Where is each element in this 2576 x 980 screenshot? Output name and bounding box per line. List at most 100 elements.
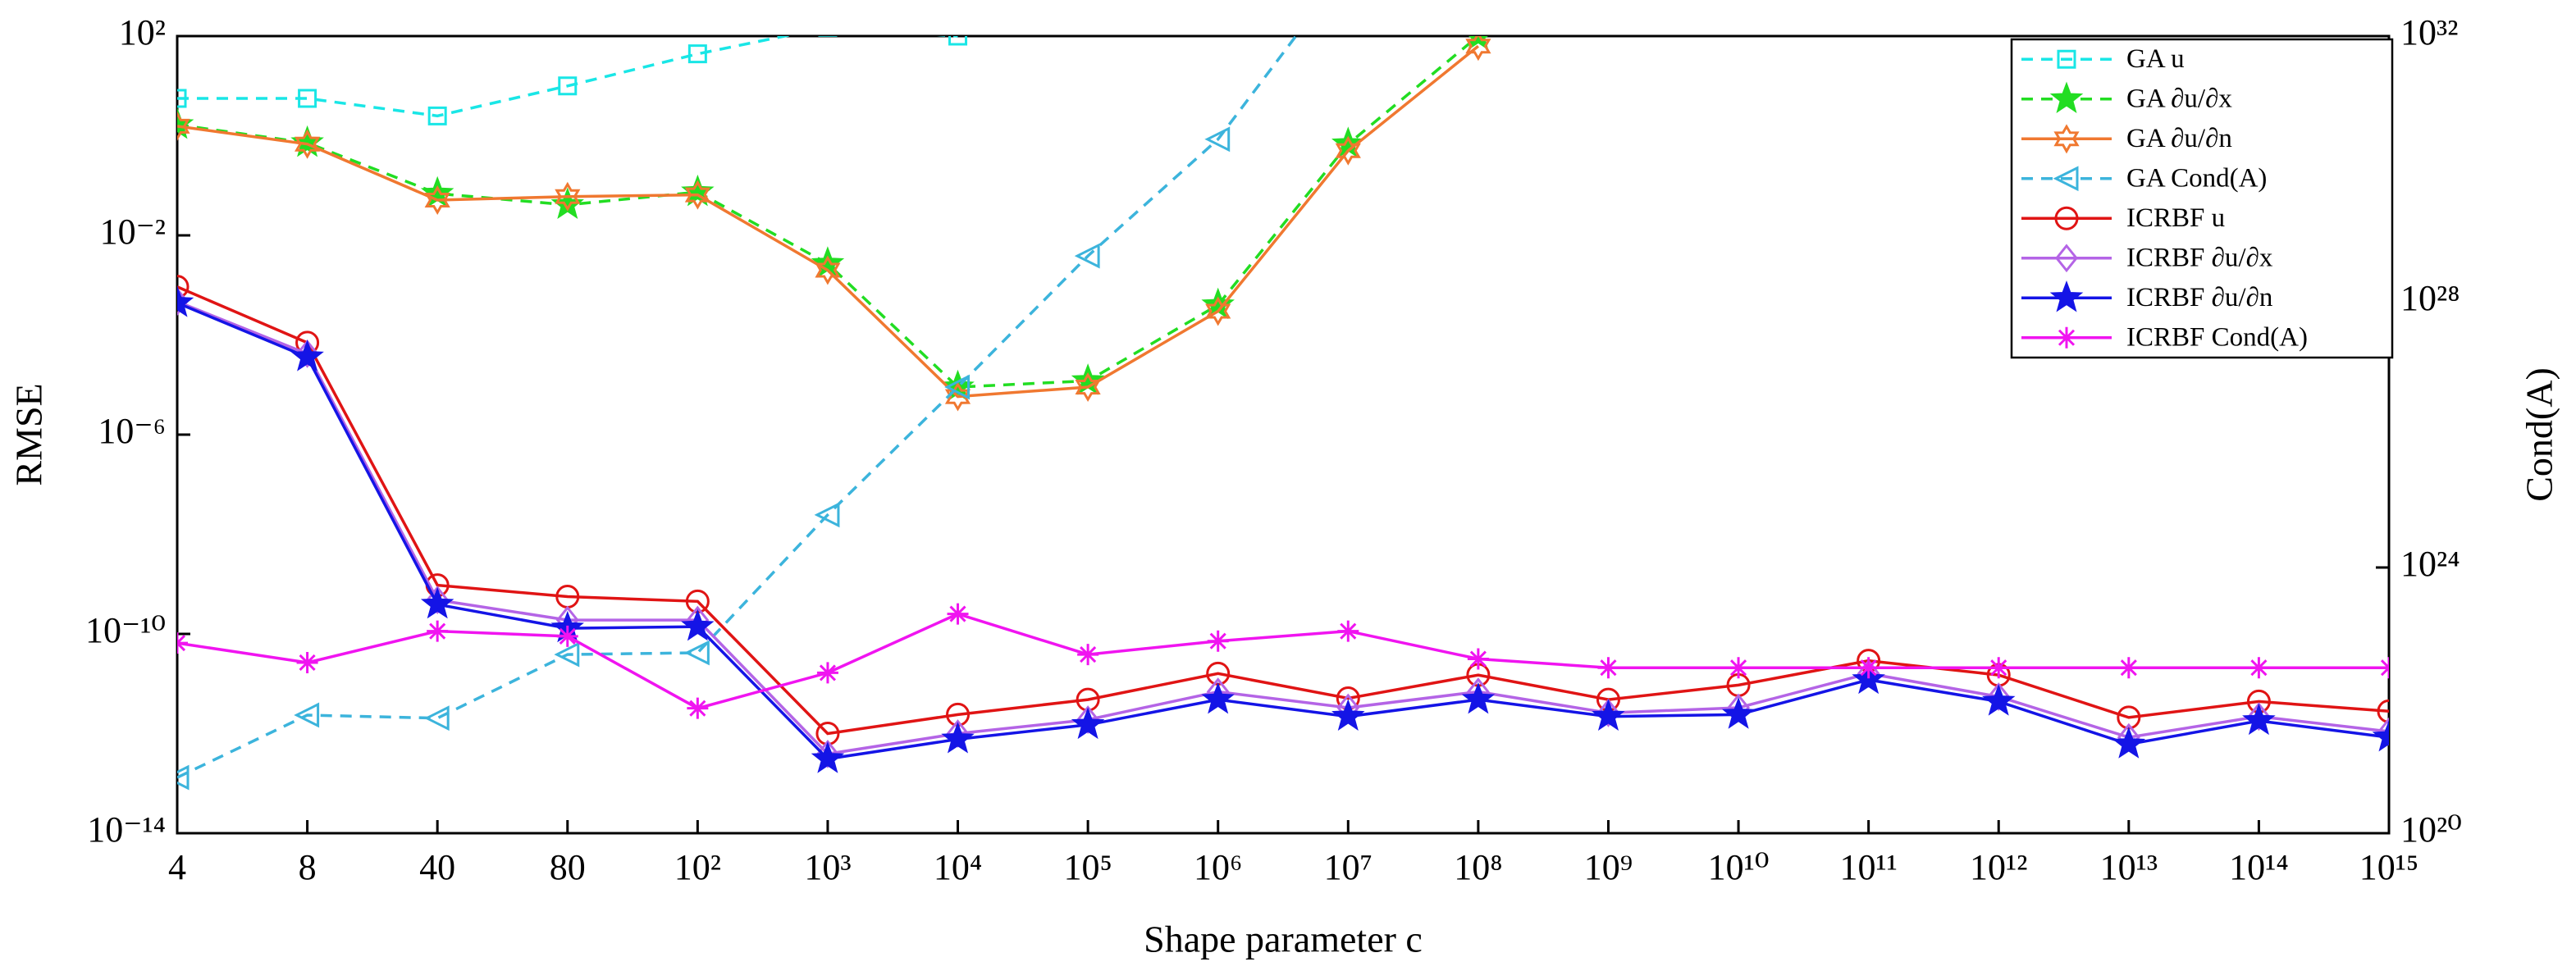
legend-label: GA Cond(A) <box>2126 163 2267 193</box>
data-point <box>1075 372 1101 402</box>
data-point <box>177 89 187 108</box>
legend-marker <box>2053 124 2080 154</box>
x-tick-label: 8 <box>299 847 317 887</box>
x-tick-label: 10⁹ <box>1584 847 1633 887</box>
x-tick-label: 10⁴ <box>934 847 982 887</box>
x-tick-label: 10⁶ <box>1194 847 1242 887</box>
y-tick-label: 10⁻² <box>100 212 166 252</box>
legend-label: GA ∂u/∂n <box>2126 124 2232 153</box>
series-line <box>177 301 2389 761</box>
data-point <box>1467 648 1489 670</box>
data-point <box>554 641 580 668</box>
x-tick-label: 10¹⁴ <box>2229 847 2289 887</box>
x-axis-label: Shape parameter c <box>1144 918 1423 960</box>
legend-label: ICRBF u <box>2126 203 2225 233</box>
data-point <box>947 603 969 625</box>
data-point <box>815 721 840 746</box>
data-point <box>1852 662 1885 695</box>
data-point <box>1857 657 1879 679</box>
data-point <box>1207 630 1229 652</box>
data-point <box>424 185 450 215</box>
data-point <box>687 44 707 64</box>
y-tick-label: 10⁻¹⁴ <box>87 809 166 850</box>
x-tick-label: 10¹² <box>1970 847 2027 887</box>
x-tick-label: 10³ <box>804 847 851 887</box>
data-point <box>423 705 450 732</box>
data-point <box>1071 707 1105 740</box>
data-point <box>1592 699 1625 731</box>
data-point <box>1077 644 1099 666</box>
data-point <box>683 640 710 666</box>
data-point <box>684 180 710 210</box>
data-point <box>2372 719 2389 752</box>
data-point <box>295 339 319 368</box>
data-point <box>1335 135 1361 166</box>
y2-tick-label: 10²⁴ <box>2400 544 2460 584</box>
data-point <box>2117 657 2140 679</box>
data-point <box>298 89 317 108</box>
y2-tick-label: 10²⁸ <box>2400 278 2460 318</box>
data-point <box>427 106 447 125</box>
data-point <box>1597 657 1619 679</box>
data-point <box>2117 705 2141 730</box>
data-point <box>1201 681 1235 714</box>
legend-marker <box>2049 81 2084 113</box>
data-point <box>177 285 194 317</box>
data-point <box>1337 620 1359 642</box>
legend-label: ICRBF ∂u/∂n <box>2126 283 2272 312</box>
data-point <box>2377 717 2389 746</box>
data-point <box>948 36 968 46</box>
data-point <box>687 697 709 719</box>
data-point <box>2248 657 2270 679</box>
data-point <box>814 502 840 528</box>
data-point <box>1204 126 1231 153</box>
data-point <box>1074 243 1100 269</box>
x-tick-label: 10⁸ <box>1454 847 1502 887</box>
legend-marker <box>2057 49 2076 69</box>
data-point <box>685 589 710 613</box>
series-line <box>177 285 2389 736</box>
data-point <box>290 340 324 371</box>
x-tick-label: 10¹³ <box>2100 847 2158 887</box>
data-point <box>1206 661 1231 686</box>
data-point <box>295 129 321 159</box>
data-point <box>941 722 975 754</box>
legend-marker <box>2049 280 2084 312</box>
x-tick-label: 40 <box>419 847 455 887</box>
x-tick-label: 80 <box>550 847 586 887</box>
data-point <box>818 36 838 37</box>
data-point <box>177 111 190 141</box>
data-point <box>811 741 845 773</box>
data-point <box>2242 703 2276 736</box>
data-point <box>816 662 838 684</box>
y2-tick-label: 10²⁰ <box>2400 809 2462 850</box>
data-point <box>946 702 971 727</box>
data-point <box>1076 687 1100 712</box>
data-point <box>427 620 449 642</box>
x-tick-label: 10² <box>674 847 721 887</box>
legend-marker <box>2053 166 2079 192</box>
series-line <box>177 612 2389 710</box>
data-point <box>2247 702 2271 732</box>
data-point <box>294 702 320 728</box>
x-tick-label: 4 <box>168 847 186 887</box>
legend-label: GA u <box>2126 44 2185 74</box>
x-tick-label: 10⁵ <box>1063 847 1112 887</box>
y-axis-label: RMSE <box>8 383 50 485</box>
data-point <box>177 275 190 299</box>
data-point <box>1986 663 2011 687</box>
data-point <box>944 374 971 400</box>
data-point <box>1331 699 1365 731</box>
data-point <box>426 586 450 615</box>
legend-marker <box>2056 326 2077 349</box>
data-point <box>420 586 454 619</box>
data-point <box>556 625 578 647</box>
data-point <box>1726 672 1751 697</box>
x-tick-label: 10¹⁵ <box>2359 847 2419 887</box>
data-point <box>1465 36 1491 62</box>
legend-label: ICRBF Cond(A) <box>2126 322 2308 352</box>
y2-axis-label: Cond(A) <box>2519 367 2560 502</box>
y-tick-label: 10² <box>119 12 166 52</box>
